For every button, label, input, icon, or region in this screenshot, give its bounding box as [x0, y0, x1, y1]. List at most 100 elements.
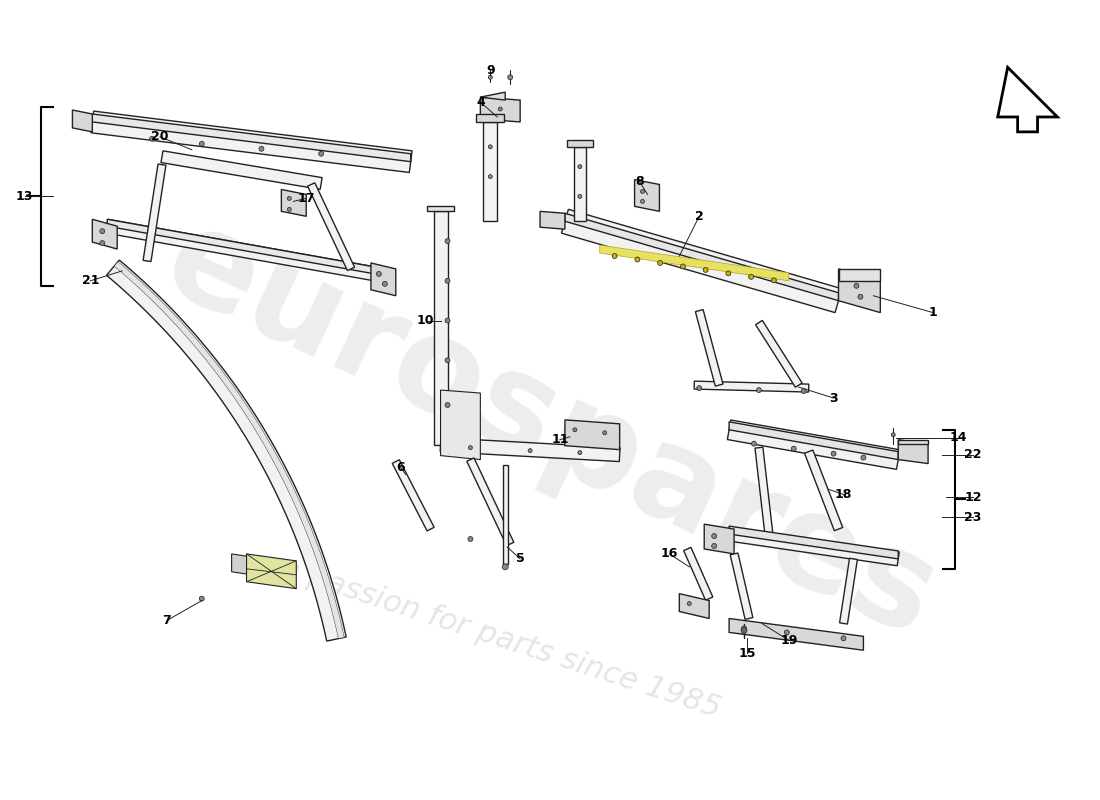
Polygon shape [838, 269, 880, 281]
Circle shape [791, 446, 796, 451]
Circle shape [503, 564, 508, 570]
Circle shape [712, 534, 717, 538]
Polygon shape [680, 594, 710, 618]
Circle shape [801, 389, 806, 394]
Polygon shape [635, 179, 659, 211]
Text: a passion for parts since 1985: a passion for parts since 1985 [276, 554, 724, 723]
Circle shape [446, 278, 450, 283]
Text: 11: 11 [551, 434, 569, 446]
Circle shape [446, 318, 450, 323]
Circle shape [528, 449, 532, 453]
Polygon shape [441, 390, 481, 459]
Polygon shape [729, 618, 864, 650]
Polygon shape [476, 114, 504, 122]
Polygon shape [106, 219, 387, 282]
Circle shape [703, 267, 708, 272]
Circle shape [749, 274, 754, 279]
Circle shape [784, 630, 790, 635]
Text: 14: 14 [949, 431, 967, 444]
Circle shape [488, 174, 493, 178]
Polygon shape [540, 211, 565, 229]
Circle shape [199, 596, 205, 601]
Circle shape [741, 627, 747, 634]
Circle shape [854, 283, 859, 288]
Text: 10: 10 [417, 314, 434, 327]
Polygon shape [481, 97, 520, 122]
Circle shape [832, 451, 836, 456]
Polygon shape [107, 219, 386, 276]
Circle shape [696, 386, 702, 390]
Text: 2: 2 [695, 210, 704, 222]
Circle shape [635, 257, 640, 262]
Circle shape [446, 358, 450, 362]
Polygon shape [804, 450, 843, 530]
Text: 4: 4 [476, 95, 485, 109]
Circle shape [150, 136, 154, 142]
Circle shape [469, 446, 472, 450]
Text: 13: 13 [16, 190, 33, 203]
Polygon shape [483, 122, 497, 222]
Polygon shape [92, 219, 118, 249]
Circle shape [383, 282, 387, 286]
Polygon shape [729, 422, 899, 459]
Circle shape [100, 229, 104, 234]
Circle shape [446, 402, 450, 407]
Circle shape [287, 207, 292, 211]
Circle shape [741, 626, 747, 631]
Circle shape [751, 442, 757, 446]
Polygon shape [565, 214, 838, 301]
Circle shape [287, 197, 292, 200]
Polygon shape [899, 440, 928, 463]
Text: 20: 20 [151, 130, 168, 143]
Polygon shape [503, 465, 508, 564]
Polygon shape [73, 110, 92, 132]
Text: 19: 19 [780, 634, 798, 647]
Polygon shape [756, 321, 802, 387]
Text: 21: 21 [81, 274, 99, 287]
Polygon shape [481, 92, 505, 100]
Text: 17: 17 [297, 192, 315, 205]
Polygon shape [107, 260, 346, 641]
Circle shape [498, 107, 503, 111]
Polygon shape [694, 381, 808, 392]
Circle shape [640, 190, 645, 194]
Polygon shape [427, 206, 454, 211]
Text: 12: 12 [964, 491, 981, 504]
Text: 18: 18 [835, 488, 852, 501]
Text: 9: 9 [486, 64, 495, 77]
Polygon shape [308, 183, 354, 270]
Polygon shape [566, 140, 593, 146]
Polygon shape [282, 190, 306, 216]
Polygon shape [393, 460, 434, 531]
Circle shape [726, 271, 730, 276]
Circle shape [199, 142, 205, 146]
Circle shape [688, 602, 691, 606]
Polygon shape [440, 438, 620, 462]
Circle shape [771, 278, 777, 283]
Circle shape [613, 254, 617, 258]
Polygon shape [899, 440, 928, 444]
Circle shape [446, 238, 450, 243]
Polygon shape [600, 245, 789, 281]
Circle shape [640, 199, 645, 203]
Circle shape [468, 537, 473, 542]
Circle shape [712, 543, 717, 549]
Text: 3: 3 [829, 391, 838, 405]
Text: 8: 8 [635, 175, 643, 188]
Text: 15: 15 [738, 646, 756, 660]
Circle shape [578, 165, 582, 169]
Polygon shape [728, 527, 899, 566]
Polygon shape [161, 151, 322, 190]
Circle shape [573, 428, 576, 432]
Circle shape [578, 194, 582, 198]
Circle shape [258, 146, 264, 151]
Text: 16: 16 [661, 547, 678, 561]
Polygon shape [561, 210, 842, 313]
Text: 23: 23 [965, 510, 981, 524]
Circle shape [488, 75, 493, 79]
Polygon shape [755, 447, 773, 534]
Circle shape [891, 433, 895, 437]
Circle shape [100, 241, 104, 246]
Polygon shape [998, 67, 1057, 132]
Polygon shape [704, 524, 734, 554]
